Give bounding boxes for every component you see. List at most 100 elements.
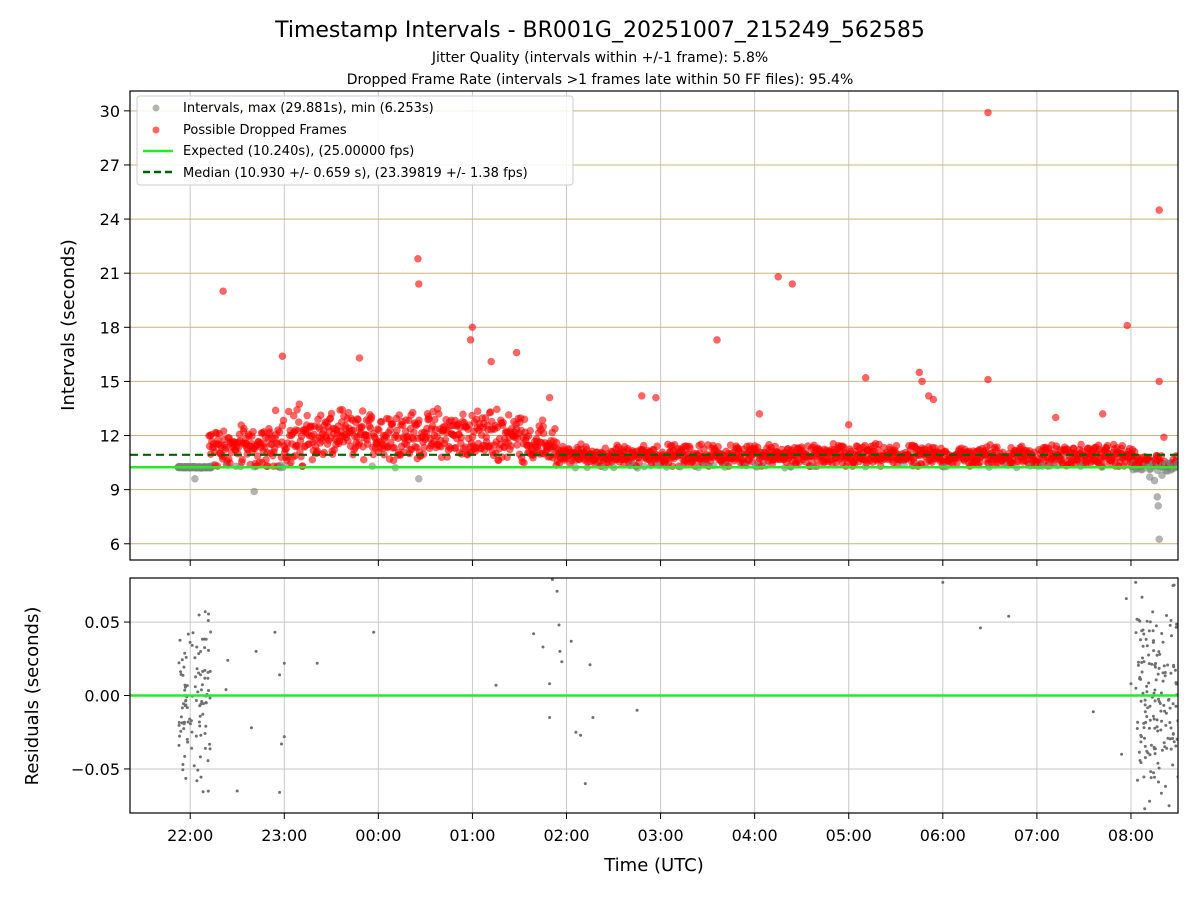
residual-point [1134,686,1138,690]
residual-point [199,650,203,653]
residual-point [1160,719,1163,723]
residual-point [1149,776,1153,780]
dropped-frame-point [539,422,548,431]
dropped-frame-point [1123,321,1131,330]
residual-point [199,688,203,692]
residual-point [1166,663,1170,667]
residual-point [207,689,210,692]
residual-point [183,683,187,687]
residual-point [278,673,282,677]
residual-point [1153,752,1157,756]
residual-point [203,668,207,672]
residual-point [1139,740,1143,744]
x-tick-label: 01:00 [449,826,495,845]
residual-point [178,734,181,738]
dropped-frame-point [520,458,528,467]
residual-point [1151,640,1155,644]
residual-point [1143,744,1147,748]
y-tick-label: 6 [110,535,120,554]
residual-point [1155,725,1159,729]
residual-point [1139,735,1143,739]
residual-point [186,720,190,724]
dropped-frame-point [414,280,423,288]
residual-point [191,631,195,635]
dropped-frame-point [316,411,325,420]
residual-point [186,632,190,636]
interval-point [1146,473,1154,481]
dropped-frame-point [984,375,992,384]
y-tick-label: 0.00 [84,687,120,706]
residual-point [190,730,194,734]
dropped-frame-point [410,428,418,437]
residual-point [1148,704,1152,708]
dropped-frame-point [861,373,870,382]
residual-point [1139,699,1143,703]
residual-point [1159,728,1163,732]
residual-point [198,755,202,759]
residual-point [201,712,205,716]
residual-point [1174,681,1178,685]
dropped-frame-point [393,426,401,435]
dropped-frame-point [653,442,662,451]
residual-point [1143,736,1146,740]
residual-point [1155,653,1159,657]
residual-point [203,610,207,614]
residual-point [1172,583,1176,587]
legend-label-expected: Expected (10.240s), (25.00000 fps) [183,144,414,159]
y-tick-label: 0.05 [84,613,120,632]
residual-point [185,706,189,710]
residual-point [1140,661,1144,664]
dropped-frame-point [219,427,228,436]
dropped-frame-point [499,418,507,427]
x-tick-label: 02:00 [543,826,589,845]
dropped-frame-point [473,407,482,416]
residual-point [494,683,498,687]
dropped-frame-point [238,455,247,464]
residual-point [254,649,258,653]
residual-point [1139,638,1142,642]
residual-point [178,638,182,642]
dropped-frame-point [457,433,466,442]
residual-point [203,676,207,680]
y-tick-label: 12 [100,427,120,446]
dropped-frame-point [714,442,723,451]
residual-point [1169,619,1173,622]
residual-point [1145,644,1149,648]
dropped-frame-point [466,336,475,344]
residual-point [206,619,210,622]
residual-point [1134,580,1138,584]
residual-point [182,702,185,706]
residual-point [1140,670,1144,674]
residual-point [209,630,213,634]
residual-point [1149,770,1153,774]
intervals-plot: 6 9 12 15 18 21 24 27 30 [100,90,1179,566]
dropped-frame-point [468,323,477,332]
residual-point [548,716,552,719]
dropped-frame-point [249,427,257,436]
residual-point [1159,709,1163,713]
residual-point [1145,715,1149,718]
dropped-frame-point [367,412,376,421]
dropped-frame-point [551,424,559,433]
residual-point [1173,668,1177,672]
residual-point [1162,703,1166,707]
residual-point [1167,804,1171,808]
residual-point [197,613,201,617]
dropped-frame-point [1103,441,1112,450]
dropped-frame-point [918,377,926,386]
residual-point [1153,688,1157,692]
residual-point [1151,714,1155,718]
residual-point [1162,664,1166,668]
residual-point [1168,721,1172,724]
dropped-frame-point [539,429,548,438]
dropped-frame-point [366,424,375,432]
residual-point [1154,662,1157,665]
residual-point [1164,784,1167,788]
residual-point [193,656,197,660]
dropped-frame-point [774,272,783,281]
residual-point [1136,778,1139,782]
dropped-frame-point [294,418,303,426]
residual-point [1142,726,1146,730]
residual-point [193,685,197,689]
residual-point [1165,614,1168,617]
